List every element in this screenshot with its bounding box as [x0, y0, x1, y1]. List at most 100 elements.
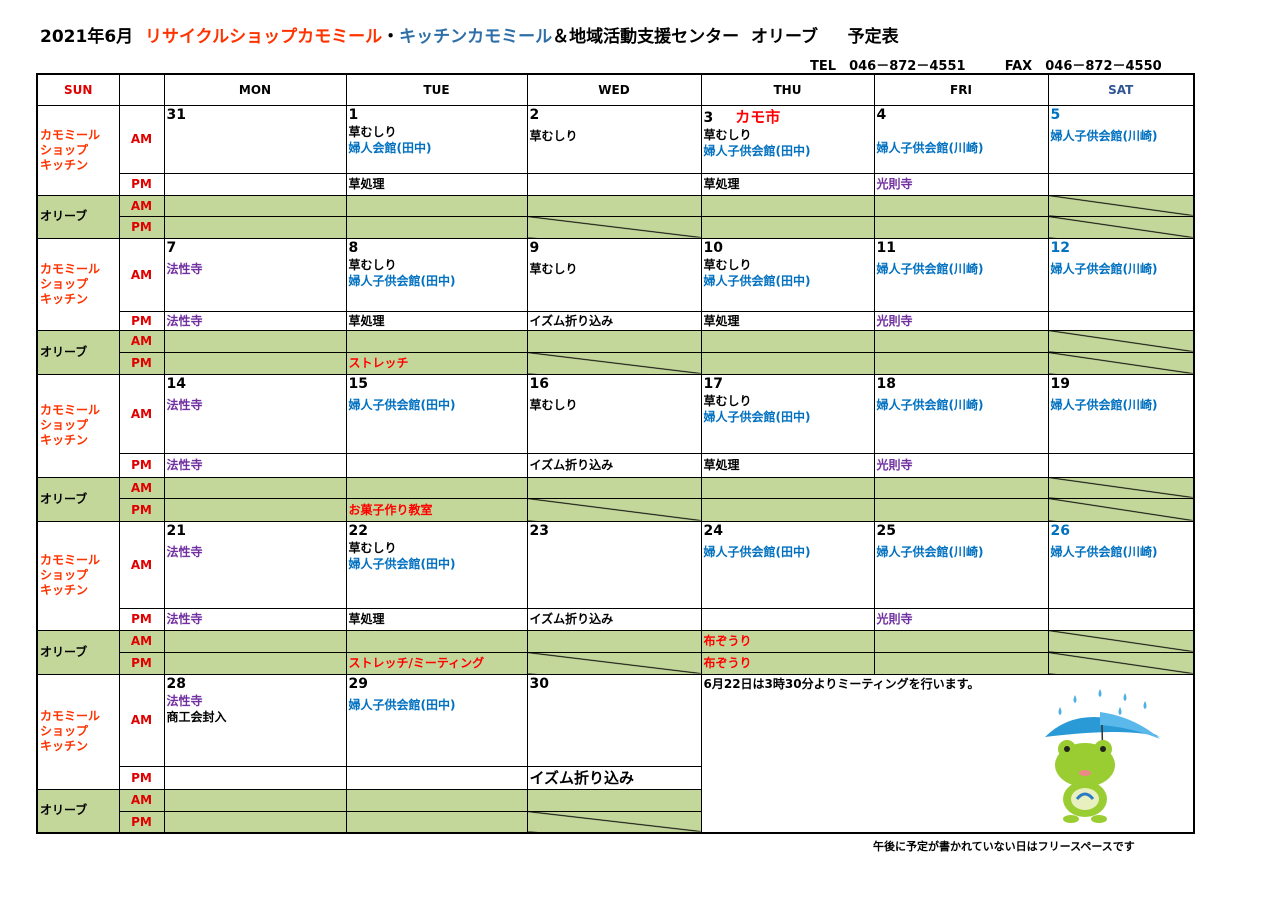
day-cell-am[interactable]: 8 草むしり 婦人子供会館(田中) [345, 237, 528, 312]
olive-cell-am[interactable] [1047, 329, 1195, 353]
olive-cell-pm[interactable]: ストレッチ/ミーティング [345, 651, 528, 675]
olive-cell-am[interactable] [163, 194, 347, 217]
olive-cell-am[interactable]: 布ぞうり [700, 629, 875, 653]
day-cell-am[interactable]: 9 草むしり [526, 237, 702, 312]
day-cell-pm[interactable]: 草処理 [700, 452, 875, 478]
day-cell-am[interactable]: 11 婦人子供会館(川崎) [873, 237, 1049, 312]
day-cell-am[interactable]: 19 婦人子供会館(川崎) [1047, 373, 1195, 454]
olive-cell-pm[interactable] [873, 351, 1049, 375]
day-cell-am[interactable]: 17 草むしり 婦人子供会館(田中) [700, 373, 875, 454]
olive-cell-pm[interactable] [1047, 497, 1195, 522]
day-cell-am[interactable]: 29 婦人子供会館(田中) [345, 673, 528, 767]
olive-cell-pm[interactable] [345, 810, 528, 834]
day-cell-pm[interactable]: 光則寺 [873, 310, 1049, 331]
olive-cell-pm[interactable]: 布ぞうり [700, 651, 875, 675]
olive-cell-am[interactable] [526, 788, 702, 812]
day-cell-pm[interactable] [163, 765, 347, 790]
day-cell-am[interactable]: 16 草むしり [526, 373, 702, 454]
day-cell-pm[interactable] [163, 172, 347, 196]
day-cell-am[interactable]: 21 法性寺 [163, 520, 347, 609]
olive-cell-pm[interactable] [526, 651, 702, 675]
day-cell-am[interactable]: 3 カモ市 草むしり 婦人子供会館(田中) [700, 104, 875, 174]
olive-cell-am[interactable] [873, 629, 1049, 653]
olive-cell-pm[interactable] [873, 215, 1049, 239]
day-cell-pm[interactable] [345, 452, 528, 478]
day-cell-pm[interactable]: 法性寺 [163, 452, 347, 478]
day-cell-pm[interactable]: イズム折り込み [526, 452, 702, 478]
olive-cell-pm[interactable] [873, 497, 1049, 522]
olive-cell-pm[interactable] [526, 351, 702, 375]
olive-cell-am[interactable] [345, 194, 528, 217]
olive-cell-am[interactable] [163, 329, 347, 353]
day-cell-pm[interactable]: 法性寺 [163, 310, 347, 331]
olive-cell-am[interactable] [700, 476, 875, 499]
olive-cell-am[interactable] [873, 194, 1049, 217]
olive-cell-am[interactable] [345, 476, 528, 499]
day-cell-pm[interactable] [1047, 172, 1195, 196]
day-cell-pm[interactable]: 草処理 [345, 310, 528, 331]
day-cell-pm[interactable]: イズム折り込み [526, 607, 702, 631]
olive-cell-pm[interactable]: ストレッチ [345, 351, 528, 375]
olive-cell-pm[interactable] [526, 215, 702, 239]
olive-cell-am[interactable] [163, 788, 347, 812]
olive-cell-pm[interactable] [163, 351, 347, 375]
day-cell-am[interactable]: 7 法性寺 [163, 237, 347, 312]
olive-cell-pm[interactable] [1047, 215, 1195, 239]
day-cell-pm[interactable]: 光則寺 [873, 607, 1049, 631]
day-cell-pm[interactable] [345, 765, 528, 790]
olive-cell-pm[interactable] [526, 497, 702, 522]
olive-cell-pm[interactable] [700, 215, 875, 239]
olive-cell-am[interactable] [873, 329, 1049, 353]
olive-cell-am[interactable] [700, 329, 875, 353]
olive-cell-am[interactable] [526, 629, 702, 653]
olive-cell-pm[interactable] [1047, 351, 1195, 375]
olive-cell-pm[interactable]: お菓子作り教室 [345, 497, 528, 522]
day-cell-pm[interactable]: イズム折り込み [526, 765, 702, 790]
olive-cell-pm[interactable] [163, 497, 347, 522]
olive-cell-am[interactable] [163, 629, 347, 653]
olive-cell-am[interactable] [163, 476, 347, 499]
day-cell-pm[interactable] [526, 172, 702, 196]
day-cell-pm[interactable]: 光則寺 [873, 452, 1049, 478]
day-cell-am[interactable]: 25 婦人子供会館(川崎) [873, 520, 1049, 609]
day-cell-pm[interactable]: 草処理 [700, 172, 875, 196]
day-cell-pm[interactable]: イズム折り込み [526, 310, 702, 331]
olive-cell-am[interactable] [873, 476, 1049, 499]
olive-cell-am[interactable] [700, 194, 875, 217]
day-cell-am[interactable]: 22 草むしり 婦人子供会館(田中) [345, 520, 528, 609]
day-cell-am[interactable]: 10 草むしり 婦人子供会館(田中) [700, 237, 875, 312]
olive-cell-pm[interactable] [163, 215, 347, 239]
day-cell-am[interactable]: 23 [526, 520, 702, 609]
day-cell-am[interactable]: 31 [163, 104, 347, 174]
day-cell-am[interactable]: 24 婦人子供会館(田中) [700, 520, 875, 609]
olive-cell-am[interactable] [345, 788, 528, 812]
olive-cell-am[interactable] [526, 329, 702, 353]
day-cell-pm[interactable] [1047, 607, 1195, 631]
day-cell-pm[interactable]: 草処理 [345, 607, 528, 631]
olive-cell-pm[interactable] [526, 810, 702, 834]
olive-cell-pm[interactable] [345, 215, 528, 239]
day-cell-am[interactable]: 28 法性寺 商工会封入 [163, 673, 347, 767]
olive-cell-pm[interactable] [700, 497, 875, 522]
olive-cell-am[interactable] [345, 629, 528, 653]
day-cell-pm[interactable]: 法性寺 [163, 607, 347, 631]
olive-cell-am[interactable] [526, 194, 702, 217]
day-cell-am[interactable]: 2 草むしり [526, 104, 702, 174]
day-cell-pm[interactable]: 草処理 [700, 310, 875, 331]
olive-cell-am[interactable] [1047, 476, 1195, 499]
day-cell-am[interactable]: 26 婦人子供会館(川崎) [1047, 520, 1195, 609]
day-cell-pm[interactable] [700, 607, 875, 631]
olive-cell-pm[interactable] [1047, 651, 1195, 675]
day-cell-am[interactable]: 15 婦人子供会館(田中) [345, 373, 528, 454]
day-cell-am[interactable]: 30 [526, 673, 702, 767]
olive-cell-am[interactable] [1047, 629, 1195, 653]
day-cell-am[interactable]: 18 婦人子供会館(川崎) [873, 373, 1049, 454]
day-cell-am[interactable]: 12 婦人子供会館(川崎) [1047, 237, 1195, 312]
day-cell-pm[interactable]: 草処理 [345, 172, 528, 196]
olive-cell-pm[interactable] [873, 651, 1049, 675]
day-cell-am[interactable]: 4 婦人子供会館(川崎) [873, 104, 1049, 174]
olive-cell-am[interactable] [1047, 194, 1195, 217]
day-cell-pm[interactable]: 光則寺 [873, 172, 1049, 196]
olive-cell-pm[interactable] [163, 810, 347, 834]
day-cell-am[interactable]: 1 草むしり 婦人会館(田中) [345, 104, 528, 174]
